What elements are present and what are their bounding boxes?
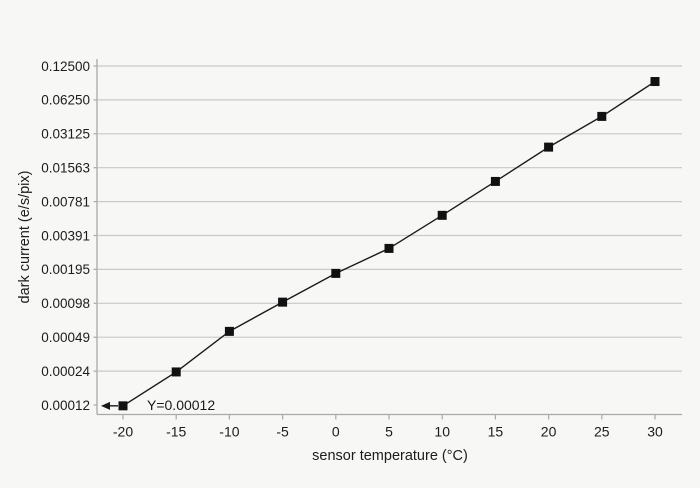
- y-tick-label: 0.00195: [41, 262, 90, 277]
- annotation-label: Y=0.00012: [147, 397, 216, 413]
- x-tick-label: -5: [276, 424, 289, 440]
- x-tick-label: -20: [113, 424, 133, 440]
- x-tick-label: -10: [219, 424, 239, 440]
- y-tick-label: 0.12500: [41, 59, 90, 74]
- annotation-arrowhead-icon: [101, 401, 110, 410]
- y-tick-label: 0.00049: [41, 330, 90, 345]
- y-tick-label: 0.00781: [41, 194, 90, 209]
- data-point-marker: [224, 326, 234, 336]
- data-point-marker: [597, 111, 607, 121]
- data-point-marker: [384, 243, 394, 253]
- data-point-marker: [490, 176, 500, 186]
- y-tick-label: 0.00024: [41, 364, 90, 379]
- y-tick-label: 0.06250: [41, 93, 90, 108]
- y-tick-label: 0.00098: [41, 296, 90, 311]
- y-tick-label: 0.01563: [41, 161, 90, 176]
- x-tick-label: 10: [434, 424, 450, 440]
- x-tick-label: 25: [594, 424, 610, 440]
- x-axis-title: sensor temperature (°C): [312, 448, 468, 464]
- data-point-marker: [171, 367, 181, 377]
- data-point-marker: [437, 210, 447, 220]
- x-tick-label: 20: [541, 424, 557, 440]
- x-tick-label: 30: [647, 424, 663, 440]
- y-axis-title: dark current (e/s/pix): [17, 170, 33, 304]
- data-point-marker: [544, 142, 554, 152]
- x-tick-label: 15: [488, 424, 504, 440]
- data-point-marker: [118, 401, 128, 411]
- data-point-marker: [278, 297, 288, 307]
- x-tick-label: 5: [385, 424, 393, 440]
- series-line: [122, 80, 656, 407]
- y-tick-label: 0.00012: [41, 398, 90, 413]
- data-point-marker: [331, 268, 341, 278]
- x-tick-label: 0: [332, 424, 340, 440]
- y-tick-label: 0.00391: [41, 228, 90, 243]
- data-point-marker: [650, 77, 660, 87]
- y-tick-label: 0.03125: [41, 127, 90, 142]
- x-tick-label: -15: [166, 424, 186, 440]
